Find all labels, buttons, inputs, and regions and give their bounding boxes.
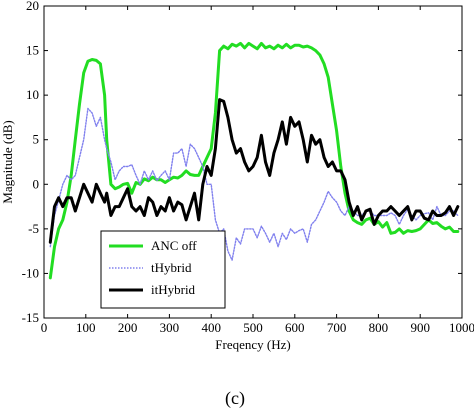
x-tick-label: 0 (41, 320, 48, 335)
legend: ANC off tHybrid itHybrid (100, 230, 226, 309)
legend-label: tHybrid (151, 260, 192, 275)
y-tick-label: 15 (26, 43, 39, 58)
y-tick-label: -5 (28, 221, 39, 236)
y-tick-label: -10 (22, 265, 39, 280)
x-tick-label: 100 (76, 320, 96, 335)
y-axis-label: Magnitude (dB) (0, 120, 15, 203)
x-tick-label: 900 (410, 320, 430, 335)
legend-box (100, 230, 226, 309)
legend-label: itHybrid (151, 282, 196, 297)
x-tick-label: 700 (327, 320, 347, 335)
y-tick-label: 10 (26, 87, 39, 102)
y-tick-label: 0 (33, 176, 40, 191)
series-line-anc-off (48, 41, 460, 280)
legend-label: ANC off (151, 238, 197, 253)
series-line-ithybrid (48, 98, 460, 244)
series-line-thybrid (49, 107, 459, 261)
legend-items: ANC off tHybrid itHybrid (109, 238, 197, 297)
y-tick-label: 5 (33, 132, 40, 147)
figure-caption: (c) (225, 388, 245, 409)
x-tick-label: 800 (369, 320, 389, 335)
x-tick-label: 1000 (449, 320, 474, 335)
x-tick-label: 300 (160, 320, 180, 335)
y-tick-label: -15 (22, 310, 39, 325)
series-layer (48, 41, 460, 280)
x-tick-label: 500 (243, 320, 263, 335)
x-tick-label: 200 (118, 320, 138, 335)
x-tick-label: 400 (201, 320, 221, 335)
x-axis-label: Freqency (Hz) (215, 337, 290, 352)
x-tick-label: 600 (285, 320, 305, 335)
ticks-layer: 0 100 200 300 400 500 600 700 800 900 1000-15-10-5… (22, 0, 474, 335)
y-tick-label: 20 (26, 0, 39, 13)
